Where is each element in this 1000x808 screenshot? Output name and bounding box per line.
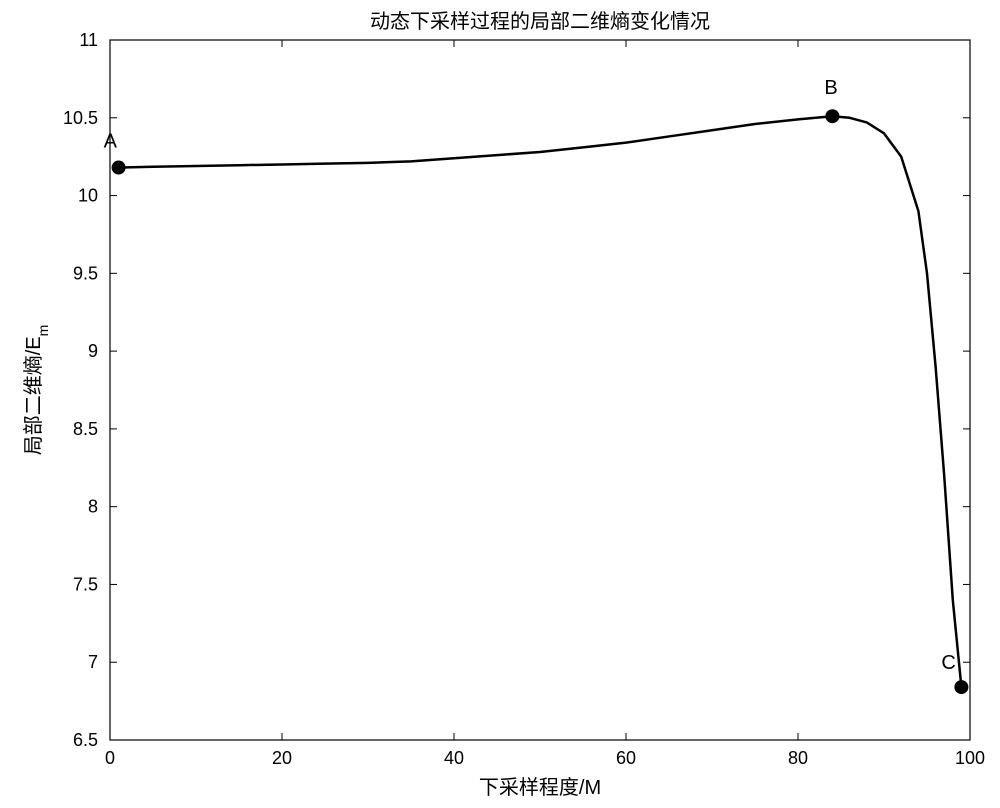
chart-container: 0 20 40 60 80 100 6.5 7 7.5 8 8.5 9 9.5 10 10.5 11 A B C 动态… <box>0 0 1000 808</box>
y-axis-label: 局部二维熵/Em <box>22 325 51 456</box>
data-point-b <box>825 109 839 123</box>
data-point-a <box>112 161 126 175</box>
data-point-c <box>954 680 968 694</box>
chart-svg: 0 20 40 60 80 100 6.5 7 7.5 8 8.5 9 9.5 10 10.5 11 A B C 动态… <box>0 0 1000 808</box>
x-tick-label: 40 <box>444 748 464 768</box>
chart-title: 动态下采样过程的局部二维熵变化情况 <box>370 10 710 33</box>
y-tick-label: 8.5 <box>73 419 98 439</box>
x-tick-label: 20 <box>272 748 292 768</box>
y-tick-label: 7.5 <box>73 574 98 594</box>
y-tick-label: 9.5 <box>73 263 98 283</box>
y-tick-label: 10.5 <box>63 108 98 128</box>
x-axis-label: 下采样程度/M <box>479 776 601 799</box>
y-tick-label: 9 <box>88 341 98 361</box>
point-label-b: B <box>824 77 837 99</box>
x-tick-label: 0 <box>105 748 115 768</box>
y-tick-label: 8 <box>88 497 98 517</box>
x-tick-label: 100 <box>955 748 985 768</box>
plot-border <box>110 40 970 740</box>
x-tick-label: 60 <box>616 748 636 768</box>
y-tick-label: 11 <box>79 30 98 50</box>
x-tick-label: 80 <box>788 748 808 768</box>
y-tick-label: 7 <box>88 652 98 672</box>
point-label-a: A <box>104 131 118 153</box>
y-tick-label: 10 <box>78 186 98 206</box>
y-tick-label: 6.5 <box>73 730 98 750</box>
point-label-c: C <box>941 652 955 674</box>
